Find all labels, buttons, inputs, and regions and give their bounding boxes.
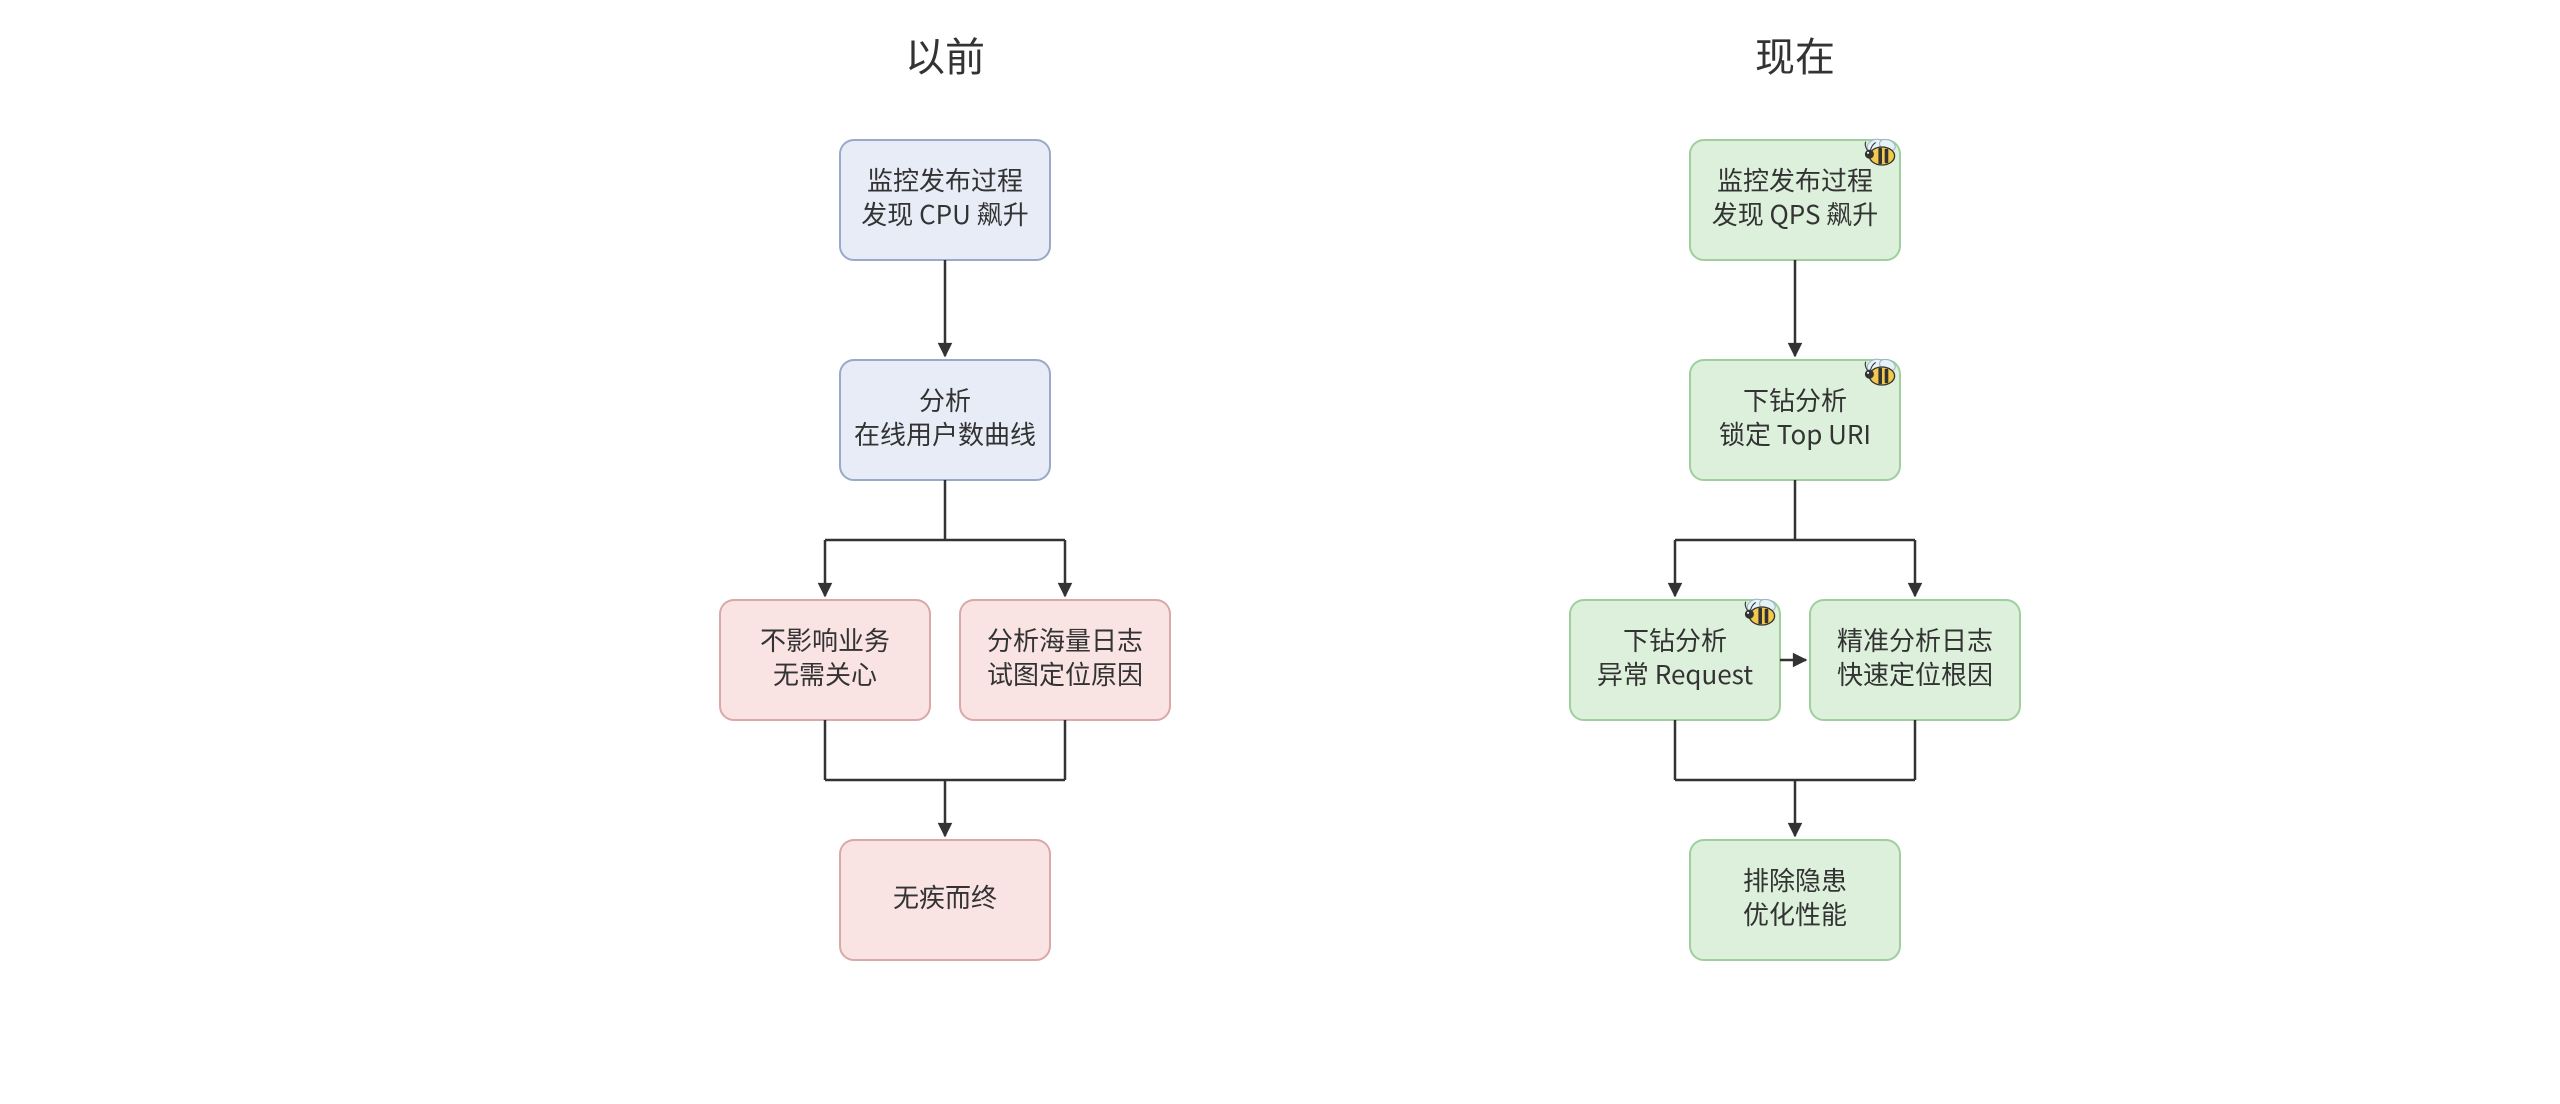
flow-node-label: 试图定位原因: [987, 655, 1143, 692]
flow-node-L3a: 不影响业务无需关心: [720, 600, 930, 720]
flow-node-label: 监控发布过程: [867, 161, 1023, 198]
flow-node-label: 分析: [919, 381, 971, 418]
flow-node-label: 异常 Request: [1597, 655, 1753, 692]
flow-node-label: 快速定位根因: [1837, 655, 1993, 692]
flow-node-label: 在线用户数曲线: [854, 415, 1036, 452]
flowchart-canvas: 以前监控发布过程发现 CPU 飙升分析在线用户数曲线不影响业务无需关心分析海量日…: [0, 0, 2560, 1104]
flow-node-L2: 分析在线用户数曲线: [840, 360, 1050, 480]
flow-node-label: 下钻分析: [1743, 381, 1847, 418]
flow-node-label: 不影响业务: [760, 621, 890, 658]
flow-node-label: 精准分析日志: [1837, 621, 1993, 658]
flow-node-L1: 监控发布过程发现 CPU 飙升: [840, 140, 1050, 260]
flow-node-label: 发现 CPU 飙升: [861, 195, 1028, 232]
flow-node-R4: 排除隐患优化性能: [1690, 840, 1900, 960]
flow-node-label: 锁定 Top URI: [1719, 415, 1871, 452]
flow-node-L4: 无疾而终: [840, 840, 1050, 960]
flow-node-label: 无需关心: [773, 655, 877, 692]
flow-node-label: 分析海量日志: [987, 621, 1143, 658]
flow-node-label: 优化性能: [1743, 895, 1847, 932]
flow-node-label: 下钻分析: [1623, 621, 1727, 658]
flow-node-label: 发现 QPS 飙升: [1712, 195, 1879, 232]
flow-node-label: 无疾而终: [893, 878, 997, 915]
flow-node-L3b: 分析海量日志试图定位原因: [960, 600, 1170, 720]
column-title: 现在: [1755, 25, 1835, 83]
flow-node-R3b: 精准分析日志快速定位根因: [1810, 600, 2020, 720]
column-title: 以前: [905, 25, 985, 83]
flow-node-label: 监控发布过程: [1717, 161, 1873, 198]
flow-node-label: 排除隐患: [1743, 861, 1847, 898]
